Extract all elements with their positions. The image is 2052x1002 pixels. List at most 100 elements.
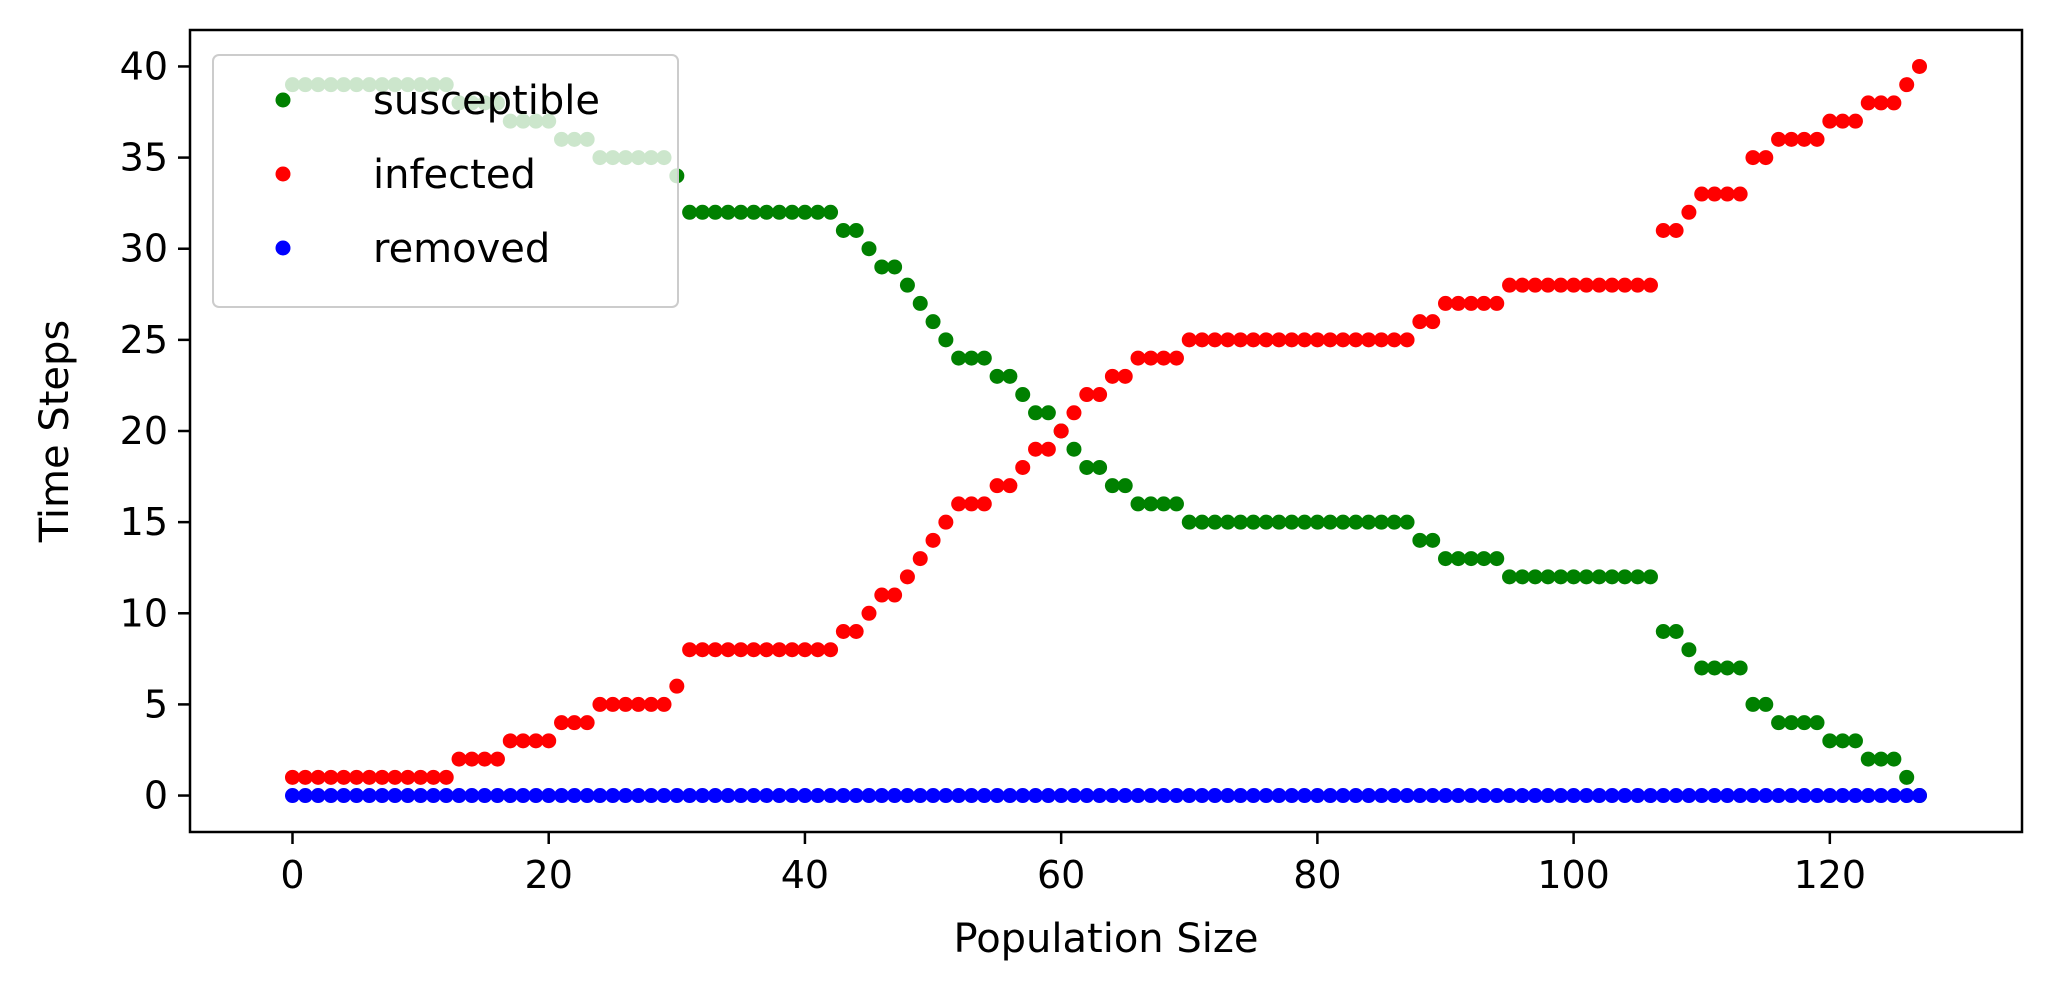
legend-box <box>212 54 679 308</box>
removed-point <box>1143 788 1159 804</box>
infected-point <box>1707 186 1723 202</box>
susceptible-point <box>1489 551 1505 567</box>
infected-point <box>438 769 454 785</box>
infected-point <box>643 696 659 712</box>
removed-point <box>976 788 992 804</box>
infected-point <box>1630 277 1646 293</box>
susceptible-point <box>1796 715 1812 731</box>
y-axis-label: Time Steps <box>32 320 78 544</box>
infected-point <box>1233 332 1249 348</box>
removed-point <box>1694 788 1710 804</box>
infected-point <box>323 769 339 785</box>
removed-point <box>912 788 928 804</box>
infected-point <box>1015 459 1031 475</box>
susceptible-point <box>1348 514 1364 530</box>
infected-point <box>1809 131 1825 147</box>
susceptible-point <box>861 241 877 257</box>
infected-point <box>1873 95 1889 111</box>
susceptible-point <box>1297 514 1313 530</box>
susceptible-point <box>835 223 851 238</box>
infected-point <box>1386 332 1402 348</box>
removed-point <box>861 788 877 804</box>
infected-point <box>605 696 621 712</box>
y-tick-label: 10 <box>120 591 168 635</box>
legend-label-infected: infected <box>373 152 536 198</box>
infected-point <box>630 696 646 712</box>
infected-point <box>528 733 544 749</box>
removed-point <box>1489 788 1505 804</box>
infected-point <box>797 642 813 658</box>
infected-point <box>1412 314 1428 330</box>
infected-point <box>1502 277 1518 293</box>
infected-point <box>1847 113 1863 129</box>
removed-point <box>1463 788 1479 804</box>
infected-point <box>579 715 595 731</box>
removed-point <box>477 788 493 804</box>
infected-point <box>1168 350 1184 366</box>
susceptible-point <box>1540 569 1556 585</box>
susceptible-point <box>1309 514 1325 530</box>
removed-point <box>566 788 582 804</box>
susceptible-point <box>1361 514 1377 530</box>
removed-point <box>759 788 775 804</box>
infected-point <box>1309 332 1325 348</box>
susceptible-point <box>1630 569 1646 585</box>
infected-point <box>425 769 441 785</box>
x-axis-label: Population Size <box>954 916 1259 962</box>
removed-point <box>502 788 518 804</box>
infected-point <box>1425 314 1441 330</box>
susceptible-point <box>1258 514 1274 530</box>
infected-point <box>1220 332 1236 348</box>
infected-point <box>1450 295 1466 311</box>
susceptible-point <box>1502 569 1518 585</box>
removed-point <box>1361 788 1377 804</box>
removed-point <box>618 788 634 804</box>
infected-point <box>1912 58 1928 74</box>
infected-point <box>451 751 467 767</box>
removed-point <box>451 788 467 804</box>
infected-point <box>1040 441 1056 457</box>
removed-point <box>310 788 326 804</box>
legend-marker-removed <box>275 240 291 256</box>
infected-point <box>1245 332 1261 348</box>
susceptible-point <box>1092 459 1108 475</box>
removed-point <box>1783 788 1799 804</box>
susceptible-point <box>1847 733 1863 749</box>
legend-items: susceptible infected removed <box>275 78 600 272</box>
infected-point <box>1642 277 1658 293</box>
y-tick-label: 20 <box>120 409 168 453</box>
removed-point <box>1655 788 1671 804</box>
infected-point <box>1476 295 1492 311</box>
infected-point <box>925 532 941 548</box>
susceptible-point <box>1450 551 1466 567</box>
legend-marker-infected <box>275 166 291 182</box>
infected-point <box>349 769 365 785</box>
infected-point <box>694 642 710 658</box>
infected-point <box>1053 423 1069 439</box>
susceptible-point <box>1373 514 1389 530</box>
removed-point <box>1079 788 1095 804</box>
susceptible-point <box>1835 733 1851 749</box>
susceptible-point <box>1168 496 1184 512</box>
susceptible-point <box>1002 368 1018 384</box>
infected-point <box>746 642 762 658</box>
infected-point <box>1335 332 1351 348</box>
susceptible-point <box>1079 459 1095 475</box>
removed-point <box>425 788 441 804</box>
infected-point <box>1540 277 1556 293</box>
infected-point <box>1117 368 1133 384</box>
x-tick-label: 40 <box>781 853 829 897</box>
infected-point <box>1899 77 1915 93</box>
susceptible-point <box>925 314 941 330</box>
infected-point <box>541 733 557 749</box>
infected-point <box>1399 332 1415 348</box>
removed-point <box>1566 788 1582 804</box>
removed-point <box>720 788 736 804</box>
removed-point <box>1053 788 1069 804</box>
x-tick-label: 60 <box>1037 853 1085 897</box>
susceptible-point <box>1578 569 1594 585</box>
infected-point <box>1181 332 1197 348</box>
susceptible-point <box>887 259 903 275</box>
susceptible-point <box>1745 696 1761 712</box>
